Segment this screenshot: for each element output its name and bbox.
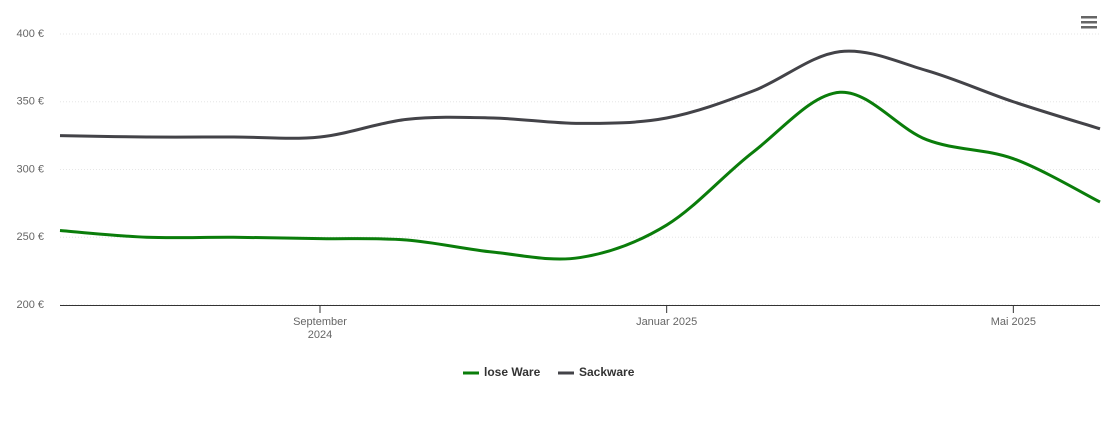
y-tick-label: 400 € [16,28,44,40]
legend-label: lose Ware [484,365,541,379]
y-tick-label: 300 € [16,163,44,175]
x-tick-label: Januar 2025 [636,316,698,328]
y-tick-label: 250 € [16,231,44,243]
menu-button[interactable] [1080,14,1098,30]
series-line [59,49,1101,140]
menu-bar[interactable] [1081,16,1097,19]
legend-label: Sackware [579,365,635,379]
menu-bar[interactable] [1081,26,1097,29]
x-tick-label: Mai 2025 [990,316,1036,328]
menu-bar[interactable] [1081,21,1097,24]
legend-item[interactable]: Sackware [558,365,635,379]
y-tick-label: 200 € [16,299,44,311]
series-line [59,90,1101,261]
y-tick-label: 350 € [16,96,44,108]
x-tick-label: September 2024 [293,316,347,341]
legend-item[interactable]: lose Ware [463,365,541,379]
